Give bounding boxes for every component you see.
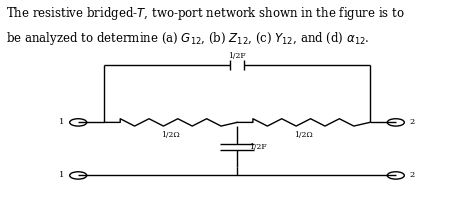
Text: 1/2F: 1/2F: [249, 143, 266, 151]
Text: 2: 2: [410, 118, 415, 126]
Text: be analyzed to determine (a) $G_{12}$, (b) $Z_{12}$, (c) $Y_{12}$, and (d) $\alp: be analyzed to determine (a) $G_{12}$, (…: [6, 30, 369, 47]
Text: 1/2Ω: 1/2Ω: [161, 131, 180, 139]
Text: 1/2Ω: 1/2Ω: [294, 131, 313, 139]
Text: The resistive bridged-$T$, two-port network shown in the figure is to: The resistive bridged-$T$, two-port netw…: [6, 5, 405, 22]
Text: 1: 1: [59, 171, 64, 180]
Text: 1: 1: [59, 118, 64, 126]
Text: 2: 2: [410, 171, 415, 180]
Text: 1/2F: 1/2F: [228, 52, 246, 60]
